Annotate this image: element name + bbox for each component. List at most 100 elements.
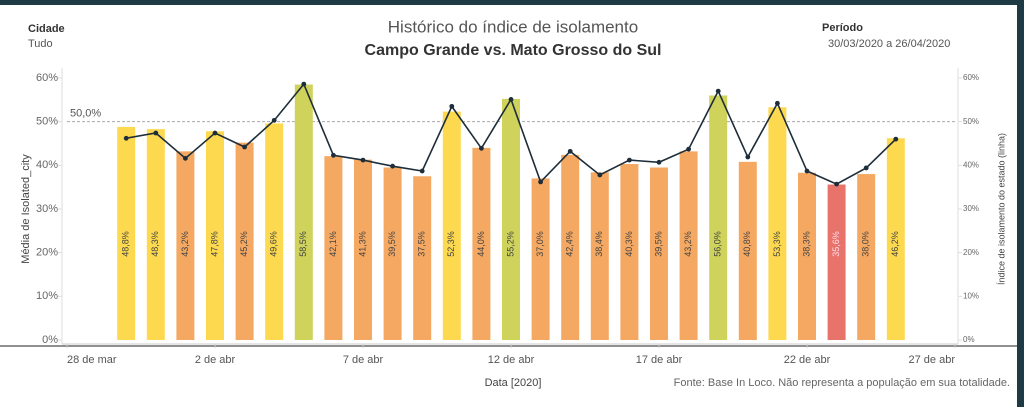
bar-label: 58,5%	[298, 231, 308, 257]
bar-label: 49,6%	[269, 231, 279, 257]
bar	[620, 164, 639, 340]
bar-label: 48,3%	[150, 231, 160, 257]
bar-label: 46,2%	[890, 231, 900, 257]
bar-label: 44,0%	[476, 231, 486, 257]
bar	[798, 172, 816, 340]
y2-tick-label: 20%	[963, 248, 979, 257]
bar	[768, 107, 787, 340]
x-tick-label: 12 de abr	[488, 354, 535, 366]
bar-label: 40,3%	[624, 231, 634, 257]
line-point	[893, 136, 899, 142]
bar-label: 45,2%	[239, 231, 249, 257]
line-point	[242, 144, 248, 150]
y-tick-label: 10%	[36, 290, 58, 302]
line-point	[508, 96, 514, 102]
bar	[531, 178, 550, 340]
bar-label: 47,8%	[209, 231, 219, 257]
line-point	[863, 165, 869, 171]
bar	[354, 159, 372, 340]
line-point	[419, 168, 425, 174]
line-point	[449, 103, 455, 109]
bar-label: 42,4%	[565, 231, 575, 257]
line-point	[331, 152, 336, 158]
bar-label: 37,5%	[417, 231, 427, 257]
x-tick-label: 2 de abr	[195, 354, 236, 366]
x-tick-label: 22 de abr	[784, 354, 831, 366]
bar	[383, 167, 402, 340]
bar-label: 53,3%	[772, 231, 782, 257]
line-point	[656, 159, 662, 165]
line-point	[390, 163, 395, 169]
line-point	[597, 172, 603, 178]
bar	[206, 131, 224, 340]
line-point	[804, 168, 810, 174]
y2-tick-label: 10%	[963, 291, 979, 300]
y2-axis-title: Índice de isolamento do estado (linha)	[996, 133, 1006, 285]
line-point	[183, 155, 188, 161]
y2-tick-label: 0%	[963, 335, 975, 344]
x-axis-title: Data [2020]	[485, 377, 542, 389]
line-point	[479, 145, 484, 151]
y2-tick-label: 30%	[963, 204, 979, 213]
bar	[709, 95, 728, 340]
line-point	[301, 81, 307, 87]
line-point	[745, 154, 751, 160]
x-tick-label: 28 de mar	[67, 354, 117, 366]
bar	[472, 147, 491, 340]
y-tick-label: 0%	[42, 334, 58, 346]
y-tick-label: 20%	[36, 247, 58, 259]
bar-label: 37,0%	[535, 231, 545, 257]
bar	[176, 151, 195, 340]
bar	[561, 154, 580, 340]
bar-label: 43,2%	[180, 231, 190, 257]
y-tick-label: 30%	[36, 203, 58, 215]
filter-value[interactable]: Tudo	[28, 38, 53, 50]
line-point	[834, 181, 839, 187]
bar-label: 52,3%	[446, 231, 456, 257]
reference-label: 50,0%	[70, 108, 101, 120]
chart-title: Histórico do índice de isolamento	[388, 17, 638, 36]
bar	[827, 184, 846, 340]
period-label: Período	[822, 22, 863, 34]
line-point	[538, 179, 543, 185]
bar-label: 38,0%	[861, 231, 871, 257]
right-border	[1017, 0, 1024, 407]
bar	[413, 176, 432, 340]
y-axis-title: Média de Isolated_city	[20, 154, 32, 264]
bar	[235, 142, 254, 340]
bar	[294, 84, 313, 340]
bar-label: 41,3%	[357, 231, 367, 257]
line-point	[627, 157, 632, 163]
y-tick-label: 40%	[36, 159, 58, 171]
bar	[650, 167, 668, 340]
y-tick-label: 60%	[36, 72, 58, 84]
bar	[324, 156, 343, 340]
line-point	[775, 100, 780, 106]
bar-label: 38,4%	[594, 231, 604, 257]
bar-label: 35,6%	[831, 231, 841, 257]
period-value[interactable]: 30/03/2020 a 26/04/2020	[828, 38, 950, 50]
bar-label: 43,2%	[683, 231, 693, 257]
bar	[738, 161, 757, 340]
bar	[857, 174, 876, 340]
bar	[117, 126, 136, 340]
y2-tick-label: 40%	[963, 160, 979, 169]
bar-label: 38,3%	[801, 231, 811, 257]
bar	[265, 123, 284, 340]
source-note: Fonte: Base In Loco. Não representa a po…	[674, 377, 1010, 389]
line-point	[715, 88, 721, 94]
top-border	[0, 0, 1024, 5]
bar-label: 39,5%	[387, 231, 397, 257]
chart-subtitle: Campo Grande vs. Mato Grosso do Sul	[365, 42, 662, 59]
line-point	[153, 130, 159, 136]
bar-label: 39,5%	[653, 231, 663, 257]
bar	[679, 151, 698, 340]
line-point	[271, 117, 277, 123]
line-point	[360, 157, 366, 163]
bar-label: 48,8%	[121, 231, 131, 257]
bar-label: 56,0%	[713, 231, 723, 257]
bar	[146, 129, 165, 340]
x-tick-label: 7 de abr	[343, 354, 384, 366]
line-point	[212, 130, 218, 136]
